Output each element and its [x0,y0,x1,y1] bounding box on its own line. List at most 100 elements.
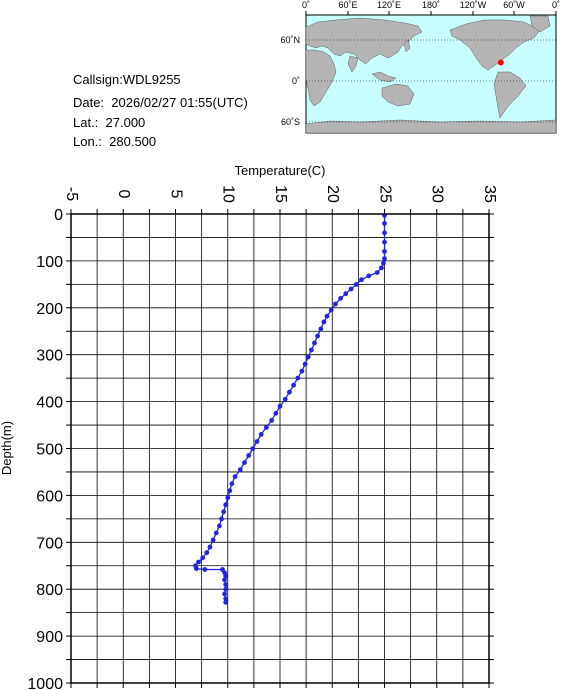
chart-grid [70,213,490,684]
map-frame-ticks [305,11,557,15]
map-lat-label-60n: 60˚N [280,35,300,45]
profile-point [309,347,314,353]
profile-point [353,282,359,287]
profile-point [382,230,387,236]
x-tick-label: 35 [481,185,498,203]
profile-point [318,326,324,332]
profile-point [382,249,387,254]
profile-point [221,509,227,515]
profile-point [225,495,231,501]
profile-point [277,403,283,409]
profile-point [295,375,301,381]
profile-point [273,410,279,416]
profile-point [343,291,349,297]
profile-point [338,296,343,301]
profile-point [227,488,233,494]
profile-point [200,555,206,561]
profile-point [254,439,260,444]
profile-point [246,453,252,458]
profile-point [229,481,235,487]
y-tick-label: 400 [36,395,63,412]
x-tick-label: -5 [63,187,80,201]
y-tick-label: 1000 [27,676,63,690]
profile-point [315,333,320,339]
x-tick-label: 30 [429,185,446,203]
profile-point [381,260,386,266]
profile-point [382,256,387,261]
profile-point [204,550,210,555]
profile-point [223,586,229,592]
profile-line [194,215,386,603]
profile-point [222,591,228,597]
y-tick-label: 900 [36,629,63,646]
profile-point [223,573,229,579]
y-tick-label: 600 [36,488,63,505]
north-america-landmass [449,19,541,71]
japan-landmass [403,39,411,53]
profile-point [223,502,229,508]
x-tick-label: 10 [220,185,237,203]
profile-point [305,354,311,360]
india-landmass [347,55,359,73]
map-lon-label-0: 0˚ [302,0,310,10]
profile-point [194,566,199,571]
profile-point [291,382,296,388]
y-tick-label: 200 [36,301,63,318]
profile-point [223,582,229,587]
eurasia-landmass [305,17,423,65]
profile-point [382,221,387,226]
x-tick-labels: -5 0 5 10 15 20 25 30 35 [63,185,498,203]
profile-point [196,559,201,565]
map-lon-label-0-east: 0˚ [552,0,560,10]
y-tick-label: 300 [36,348,63,365]
map-lon-label-120e: 120˚E [377,0,401,10]
longitude-label: Lon.: 280.500 [73,134,157,149]
y-tick-label: 500 [36,442,63,459]
profile-point [223,599,229,605]
profile-point [223,596,229,601]
y-tick-label: 700 [36,535,63,552]
map-lon-label-180: 180˚ [422,0,440,10]
profile-point [258,432,264,437]
ship-location-marker [497,59,504,66]
profile-point [379,265,384,271]
profile-point [359,277,364,283]
y-tick-label: 100 [36,254,63,271]
y-axis-title: Depth(m) [0,421,14,475]
y-tick-label: 800 [36,582,63,599]
profile-point [374,270,380,275]
x-tick-label: 15 [272,185,289,203]
profile-point [202,567,208,572]
profile-point [366,273,372,279]
profile-point [269,418,274,423]
profile-point [232,474,238,479]
profile-point [213,530,219,536]
map-lon-label-60w: 60˚W [503,0,525,10]
south-america-landmass [493,71,527,119]
profile-point [299,368,305,374]
profile-point [321,319,327,325]
x-tick-label: 20 [324,185,341,203]
latitude-label: Lat.: 27.000 [73,115,146,130]
greenland-landmass [529,15,551,33]
x-tick-label: 25 [376,185,393,203]
profile-point [207,544,213,550]
map-lat-label-0: 0˚ [292,76,300,86]
profile-point [382,239,387,245]
profile-point [210,537,216,543]
profile-point [348,286,354,292]
chart-ticks [66,209,494,688]
profile-point [287,389,292,395]
profile-point [264,425,269,430]
profile-point [333,301,338,307]
profile-point [242,460,247,465]
profile-point [250,446,256,451]
y-tick-labels: 0 100 200 300 400 500 600 700 800 900 1000 [27,207,63,690]
profile-point [217,523,222,529]
profile-point [302,361,308,367]
x-tick-label: 5 [167,190,184,199]
callsign-label: Callsign:WDL9255 [73,72,181,87]
indonesia-landmass [371,71,397,83]
date-label: Date: 2026/02/27 01:55(UTC) [73,95,248,110]
